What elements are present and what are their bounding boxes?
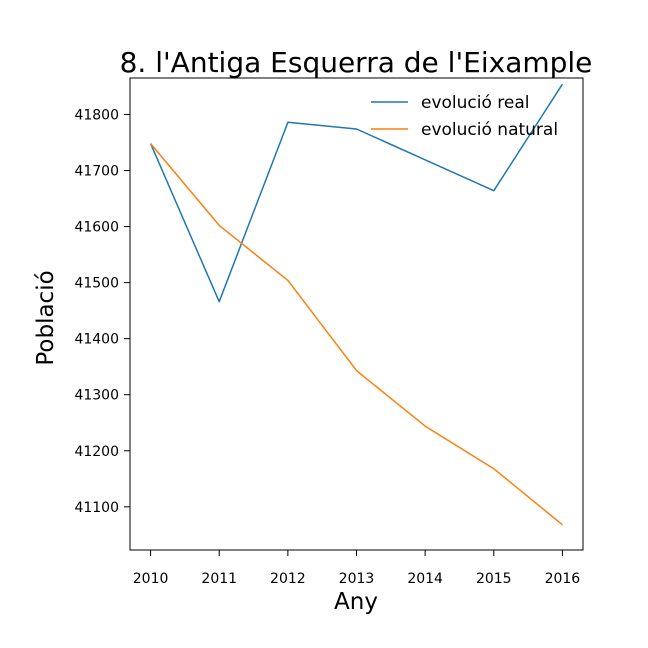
y-tick-label: 41600 <box>74 220 119 236</box>
legend-label: evolució real <box>421 93 530 113</box>
series-group <box>149 83 564 526</box>
x-tick-label: 2015 <box>476 571 512 587</box>
y-axis: 41100 41200 41300 41400 41500 41600 41700 41800 <box>74 107 130 516</box>
y-axis-label: Població <box>33 270 59 365</box>
x-tick-label: 2014 <box>407 571 443 587</box>
x-tick-label: 2011 <box>201 571 237 587</box>
series-line-real <box>149 83 564 303</box>
plot-area <box>129 77 584 551</box>
x-tick-label: 2010 <box>133 571 169 587</box>
x-axis: 2010 2011 2012 2013 2014 2015 2016 <box>133 550 581 587</box>
x-tick-label: 2013 <box>339 571 375 587</box>
y-tick-label: 41400 <box>74 332 119 348</box>
x-tick-label: 2012 <box>270 571 306 587</box>
y-tick-label: 41200 <box>74 444 119 460</box>
series-line-natural <box>150 143 563 526</box>
y-tick-label: 41800 <box>74 107 119 123</box>
y-tick-label: 41500 <box>74 276 119 292</box>
legend-label: evolució natural <box>421 120 558 140</box>
y-tick-label: 41300 <box>74 388 119 404</box>
x-axis-label: Any <box>334 589 378 615</box>
y-tick-label: 41100 <box>74 500 119 516</box>
legend: evolució real evolució natural <box>371 93 558 140</box>
y-tick-label: 41700 <box>74 163 119 179</box>
x-tick-label: 2016 <box>545 571 581 587</box>
chart-title: 8. l'Antiga Esquerra de l'Eixample <box>120 46 593 79</box>
